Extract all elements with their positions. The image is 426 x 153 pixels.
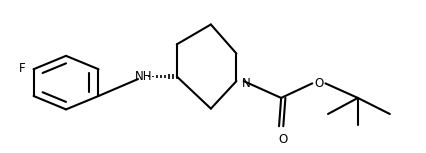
Text: O: O [279, 133, 288, 146]
Text: N: N [242, 77, 251, 90]
Text: NH: NH [135, 70, 153, 83]
Text: F: F [19, 62, 26, 75]
Text: O: O [314, 77, 323, 90]
